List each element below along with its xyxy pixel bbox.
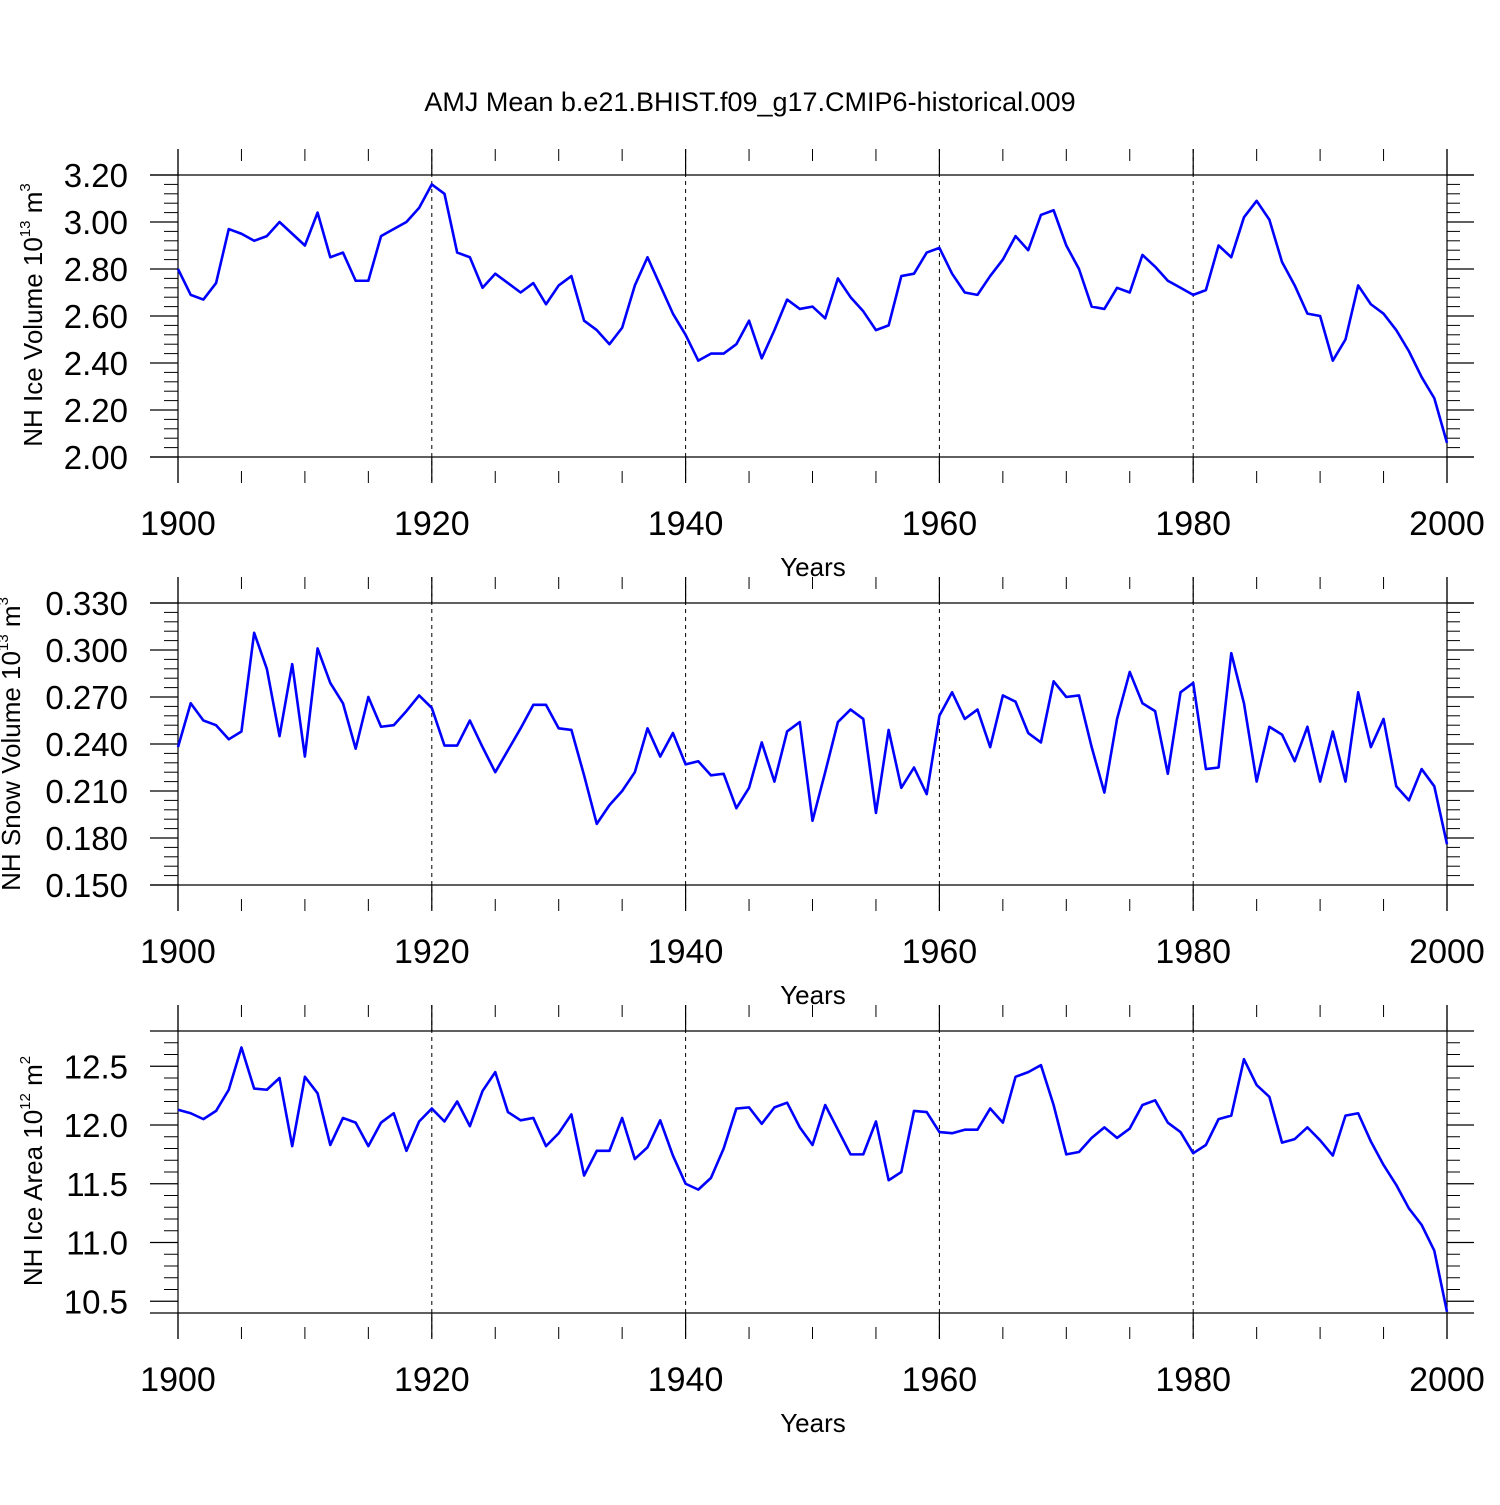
chart-title: AMJ Mean b.e21.BHIST.f09_g17.CMIP6-histo… (424, 87, 1075, 117)
x-tick-label: 1980 (1155, 505, 1231, 543)
y-axis-title-main: NH Snow Volume 10 (0, 651, 26, 891)
y-tick-label: 2.40 (64, 345, 128, 382)
y-axis-title-exp: 13 (17, 221, 34, 238)
svg-text:NH Snow Volume 1013 m3: NH Snow Volume 1013 m3 (0, 597, 26, 891)
y-axis-title: NH Snow Volume 1013 m3 (0, 597, 26, 891)
y-axis-title-exp: 13 (0, 634, 12, 651)
y-axis-title-main: NH Ice Area 10 (18, 1110, 48, 1286)
y-axis-title-unit-exp: 2 (17, 1056, 34, 1064)
x-tick-label: 1940 (648, 505, 724, 543)
series-line (176, 631, 1449, 845)
x-tick-label: 2000 (1409, 1361, 1485, 1399)
x-tick-label: 1920 (394, 933, 470, 971)
y-tick-label: 12.0 (64, 1107, 128, 1144)
x-tick-label: 1940 (648, 1361, 724, 1399)
y-tick-label: 0.270 (45, 679, 128, 716)
y-axis-title: NH Ice Area 1012 m2 (17, 1056, 48, 1286)
x-tick-label: 1900 (140, 505, 216, 543)
y-tick-label: 0.300 (45, 632, 128, 669)
y-tick-label: 2.60 (64, 298, 128, 335)
svg-text:NH Ice Area 1012 m2: NH Ice Area 1012 m2 (17, 1056, 48, 1286)
y-tick-label: 2.00 (64, 439, 128, 476)
y-tick-label: 0.180 (45, 820, 128, 857)
series-line (176, 183, 1449, 444)
x-tick-label: 1960 (902, 1361, 978, 1399)
y-axis-title: NH Ice Volume 1013 m3 (17, 183, 48, 447)
y-axis-title-main: NH Ice Volume 10 (18, 237, 48, 447)
y-tick-label: 11.0 (66, 1225, 128, 1262)
x-tick-label: 2000 (1409, 505, 1485, 543)
panel-ice-volume: NH Ice Volume 1013 m3 Years 1900 1920 1940… (17, 149, 1485, 582)
y-tick-label: 0.210 (45, 773, 128, 810)
x-tick-label: 1980 (1155, 933, 1231, 971)
y-tick-label: 0.330 (45, 585, 128, 622)
x-tick-label: 1960 (902, 505, 978, 543)
y-tick-label: 2.20 (64, 392, 128, 429)
x-tick-label: 1920 (394, 1361, 470, 1399)
y-axis-title-unit-exp: 3 (0, 597, 12, 605)
x-tick-label: 1940 (648, 933, 724, 971)
y-tick-label: 0.150 (45, 867, 128, 904)
y-tick-label: 12.5 (64, 1048, 128, 1085)
y-axis-title-unit-exp: 3 (17, 183, 34, 191)
y-tick-label: 10.5 (64, 1283, 128, 1320)
x-tick-label: 1900 (140, 1361, 216, 1399)
x-tick-label: 1920 (394, 505, 470, 543)
y-tick-label: 3.20 (64, 157, 128, 194)
x-tick-label: 2000 (1409, 933, 1485, 971)
y-axis-title-unit: m (18, 192, 48, 214)
y-axis-title-unit: m (0, 605, 26, 627)
series-line (177, 1046, 1449, 1313)
y-axis-title-unit: m (18, 1064, 48, 1086)
y-axis-title-exp: 12 (17, 1093, 34, 1110)
x-tick-label: 1900 (140, 933, 216, 971)
y-tick-label: 11.5 (66, 1166, 128, 1203)
y-tick-label: 2.80 (64, 251, 128, 288)
panel-ice-area: NH Ice Area 1012 m2 Years 1900 1920 1940 19… (17, 1005, 1485, 1438)
y-tick-label: 0.240 (45, 726, 128, 763)
svg-text:NH Ice Volume 1013 m3: NH Ice Volume 1013 m3 (17, 183, 48, 447)
x-tick-label: 1980 (1155, 1361, 1231, 1399)
x-axis-title: Years (780, 1408, 846, 1438)
panel-snow-volume: NH Snow Volume 1013 m3 Years 19001920194… (0, 577, 1485, 1010)
y-tick-label: 3.00 (64, 204, 128, 241)
x-tick-label: 1960 (902, 933, 978, 971)
